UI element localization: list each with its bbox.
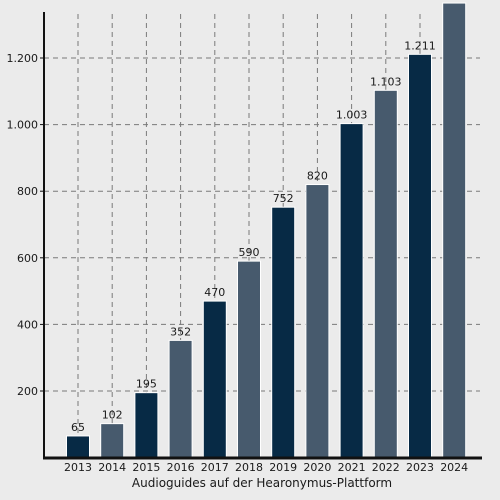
x-tick-label-2023: 2023: [406, 461, 434, 474]
bar-2019: [271, 206, 296, 459]
data-label-2024: 1.365: [438, 0, 470, 1]
data-labels: 65 102 195 352 470 590 752 820 1.003 1.103 1.211 1.…: [71, 0, 470, 434]
data-label-2017: 470: [204, 286, 225, 299]
x-tick-label-2021: 2021: [338, 461, 366, 474]
x-tick-label-2013: 2013: [64, 461, 92, 474]
axes: [40, 12, 482, 460]
bars: [66, 2, 467, 459]
bar-2022: [373, 89, 398, 459]
bar-2024: [442, 2, 467, 459]
data-label-2023: 1.211: [404, 39, 436, 52]
data-label-2022: 1.103: [370, 75, 402, 88]
x-tick-label-2024: 2024: [440, 461, 468, 474]
bar-2014: [100, 423, 125, 459]
bar-2016: [168, 339, 193, 459]
data-label-2021: 1.003: [336, 109, 368, 122]
bar-2013: [66, 435, 90, 459]
data-label-2015: 195: [136, 378, 157, 391]
x-tick-label-2017: 2017: [201, 461, 229, 474]
y-tick-label-1000: 1.000: [7, 119, 39, 132]
x-tick-label-2019: 2019: [269, 461, 297, 474]
x-tick-label-2022: 2022: [372, 461, 400, 474]
y-tick-label-800: 800: [17, 185, 38, 198]
x-tick-label-2016: 2016: [167, 461, 195, 474]
data-label-2020: 820: [307, 170, 328, 183]
bar-2023: [408, 53, 432, 459]
bar-2021: [339, 123, 364, 459]
bar-2017: [202, 300, 227, 459]
tick-labels: 200 400 600 800 1.000 1.200 2013 2014 2015 2016 20…: [7, 52, 469, 474]
x-tick-label-2015: 2015: [132, 461, 160, 474]
data-label-2014: 102: [102, 409, 123, 422]
y-tick-label-400: 400: [17, 318, 38, 331]
x-tick-label-2020: 2020: [303, 461, 331, 474]
y-tick-label-1200: 1.200: [7, 52, 39, 65]
bar-2018: [237, 260, 261, 459]
x-tick-label-2018: 2018: [235, 461, 263, 474]
x-axis-label: Audioguides auf der Hearonymus-Plattform: [132, 476, 392, 490]
y-tick-label-600: 600: [17, 252, 38, 265]
data-label-2018: 590: [239, 246, 260, 259]
data-label-2019: 752: [273, 192, 294, 205]
y-tick-label-200: 200: [17, 385, 38, 398]
data-label-2013: 65: [71, 421, 85, 434]
bar-2015: [134, 392, 159, 459]
bar-2020: [305, 184, 330, 459]
data-label-2016: 352: [170, 325, 191, 338]
x-tick-label-2014: 2014: [98, 461, 126, 474]
